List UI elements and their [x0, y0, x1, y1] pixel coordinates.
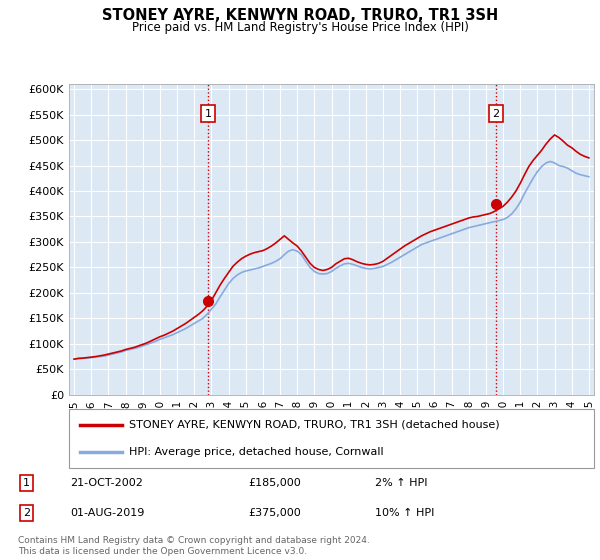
Text: STONEY AYRE, KENWYN ROAD, TRURO, TR1 3SH (detached house): STONEY AYRE, KENWYN ROAD, TRURO, TR1 3SH… — [130, 419, 500, 430]
Text: 1: 1 — [23, 478, 30, 488]
Text: Price paid vs. HM Land Registry's House Price Index (HPI): Price paid vs. HM Land Registry's House … — [131, 21, 469, 34]
Text: 1: 1 — [205, 109, 211, 119]
FancyBboxPatch shape — [69, 409, 594, 468]
Text: 2: 2 — [23, 508, 30, 518]
Text: 10% ↑ HPI: 10% ↑ HPI — [375, 508, 434, 518]
Text: 2: 2 — [493, 109, 499, 119]
Text: STONEY AYRE, KENWYN ROAD, TRURO, TR1 3SH: STONEY AYRE, KENWYN ROAD, TRURO, TR1 3SH — [102, 8, 498, 24]
Text: £375,000: £375,000 — [248, 508, 301, 518]
Text: 2% ↑ HPI: 2% ↑ HPI — [375, 478, 428, 488]
Text: 21-OCT-2002: 21-OCT-2002 — [70, 478, 143, 488]
Text: 01-AUG-2019: 01-AUG-2019 — [70, 508, 144, 518]
Text: Contains HM Land Registry data © Crown copyright and database right 2024.
This d: Contains HM Land Registry data © Crown c… — [18, 536, 370, 556]
Text: £185,000: £185,000 — [248, 478, 301, 488]
Text: HPI: Average price, detached house, Cornwall: HPI: Average price, detached house, Corn… — [130, 447, 384, 457]
